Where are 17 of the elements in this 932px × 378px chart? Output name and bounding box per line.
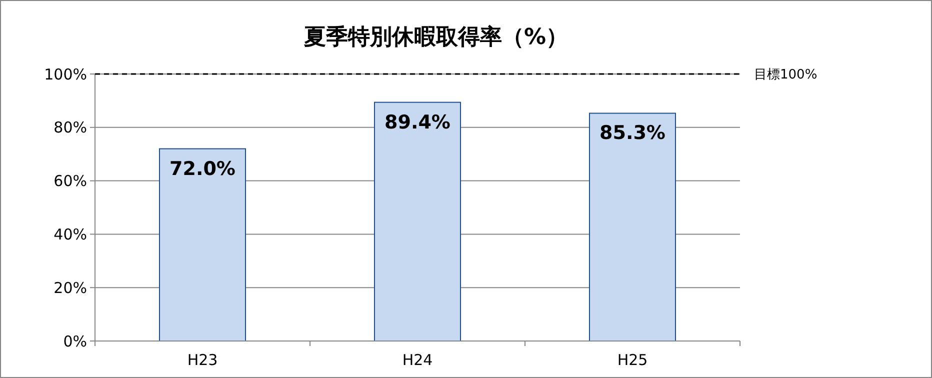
y-tick-label: 80% xyxy=(54,118,87,137)
data-label: 72.0% xyxy=(170,158,236,180)
y-tick-label: 0% xyxy=(63,332,87,350)
x-tick-label: H24 xyxy=(402,351,433,369)
bar xyxy=(374,102,461,342)
y-tick-label: 100% xyxy=(44,65,87,84)
y-tick-label: 40% xyxy=(54,225,87,244)
x-tick-label: H25 xyxy=(617,351,648,369)
y-tick-label: 60% xyxy=(54,172,87,190)
data-label: 89.4% xyxy=(384,111,450,134)
x-tick-label: H23 xyxy=(187,351,218,369)
bar xyxy=(159,148,246,342)
y-tick-label: 20% xyxy=(54,278,87,297)
chart-title: 夏季特別休暇取得率（%） xyxy=(302,24,568,50)
bar xyxy=(589,112,676,342)
data-label: 85.3% xyxy=(600,122,666,144)
ref-line-label: 目標100% xyxy=(754,68,818,83)
